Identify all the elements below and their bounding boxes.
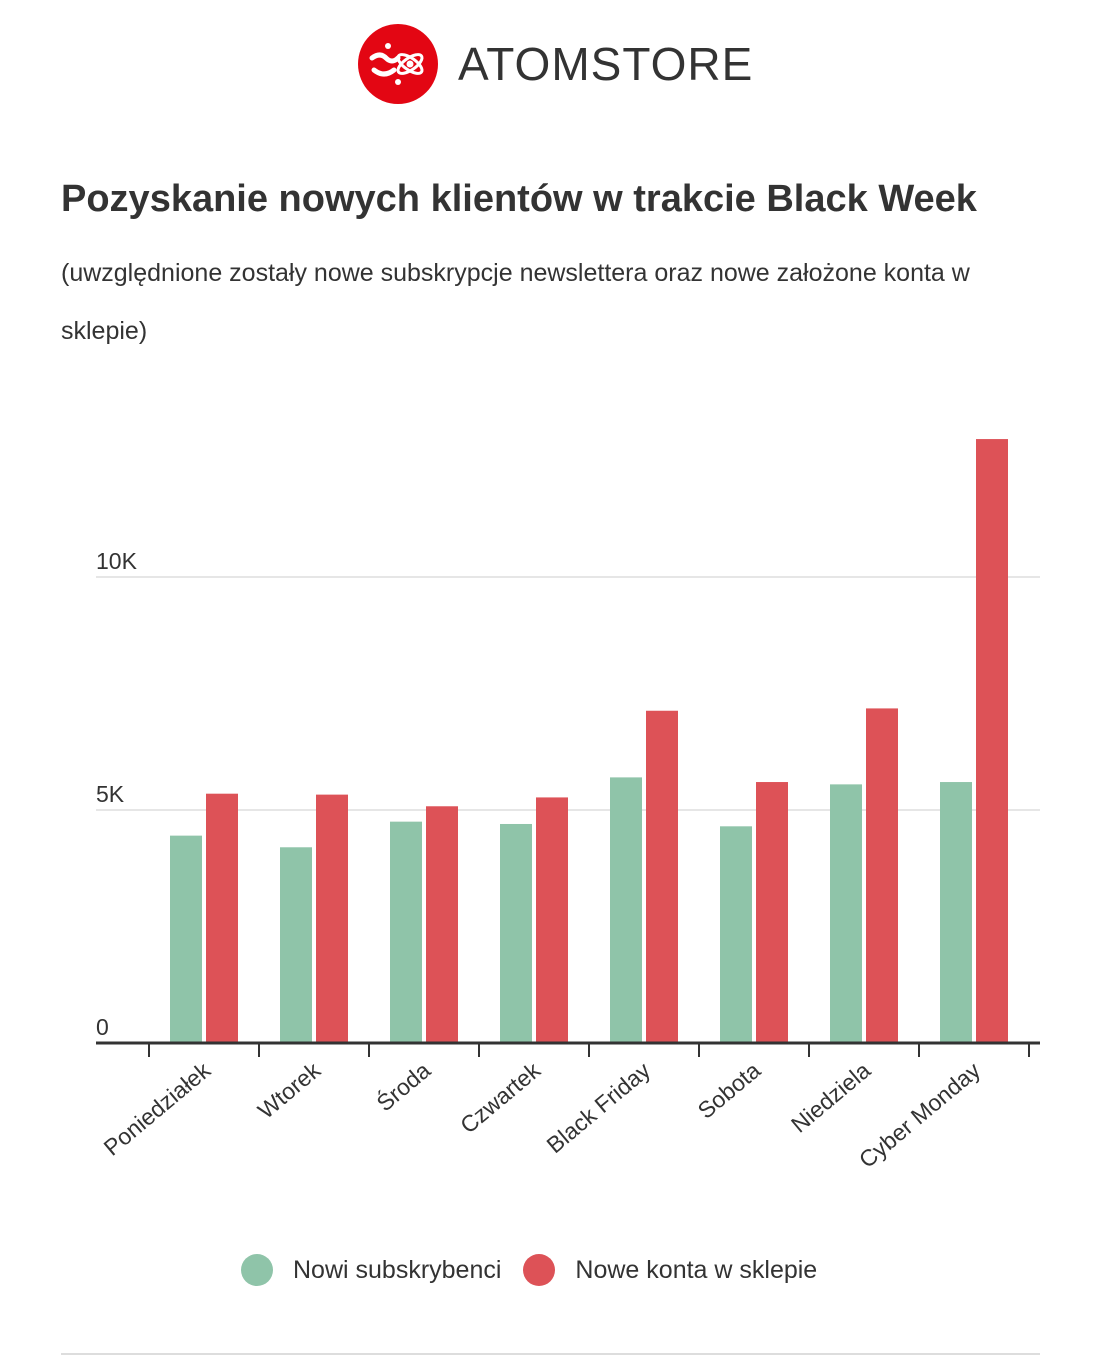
chart-title: Pozyskanie nowych klientów w trakcie Bla… <box>61 178 977 220</box>
bar-accounts <box>206 793 238 1043</box>
brand-logo: ATOMSTORE <box>358 24 753 104</box>
bar-chart: 0 5K 10K Poniedziałek Wtorek Środa CzwartekBla… <box>96 439 1040 1173</box>
bar-subscribers <box>170 835 202 1043</box>
legend-item-subscribers: Nowi subskrybenci <box>241 1254 501 1286</box>
legend-swatch-accounts <box>523 1254 556 1286</box>
x-tick-label: Czwartek <box>455 1057 546 1139</box>
bar-subscribers <box>280 847 312 1043</box>
x-tick-label: Sobota <box>693 1057 766 1124</box>
bottom-divider <box>61 1353 1040 1355</box>
x-tick-label: Środa <box>371 1056 436 1116</box>
bar-subscribers <box>940 782 972 1043</box>
x-tick-label: Black Friday <box>542 1057 656 1159</box>
bar-accounts <box>426 806 458 1043</box>
bar-accounts <box>536 797 568 1043</box>
atom-logo-icon <box>358 24 438 104</box>
bar-accounts <box>866 708 898 1043</box>
bar-subscribers <box>610 777 642 1043</box>
legend-item-accounts: Nowe konta w sklepie <box>523 1254 817 1286</box>
legend-swatch-subscribers <box>241 1254 273 1286</box>
bar-accounts <box>756 782 788 1043</box>
x-tick-label: Wtorek <box>253 1057 326 1124</box>
chart-subtitle: (uwzględnione zostały nowe subskrypcje n… <box>61 259 970 345</box>
y-tick-label: 0 <box>96 1014 109 1040</box>
bar-subscribers <box>390 821 422 1043</box>
x-tick-label: Poniedziałek <box>99 1057 216 1161</box>
bar-subscribers <box>830 784 862 1043</box>
x-tick-label: Niedziela <box>786 1057 875 1138</box>
legend-label-subscribers: Nowi subskrybenci <box>293 1255 502 1284</box>
legend-label-accounts: Nowe konta w sklepie <box>575 1255 818 1284</box>
y-tick-label: 10K <box>96 548 138 574</box>
x-tick-label: Cyber Monday <box>854 1057 986 1173</box>
chart-legend: Nowi subskrybenci Nowe konta w sklepie <box>241 1252 839 1288</box>
bar-accounts <box>976 439 1008 1044</box>
bar-subscribers <box>720 826 752 1043</box>
brand-name: ATOMSTORE <box>458 38 754 90</box>
y-tick-label: 5K <box>96 781 125 807</box>
bar-subscribers <box>500 823 532 1043</box>
bar-accounts <box>646 710 678 1043</box>
bar-accounts <box>316 794 348 1043</box>
